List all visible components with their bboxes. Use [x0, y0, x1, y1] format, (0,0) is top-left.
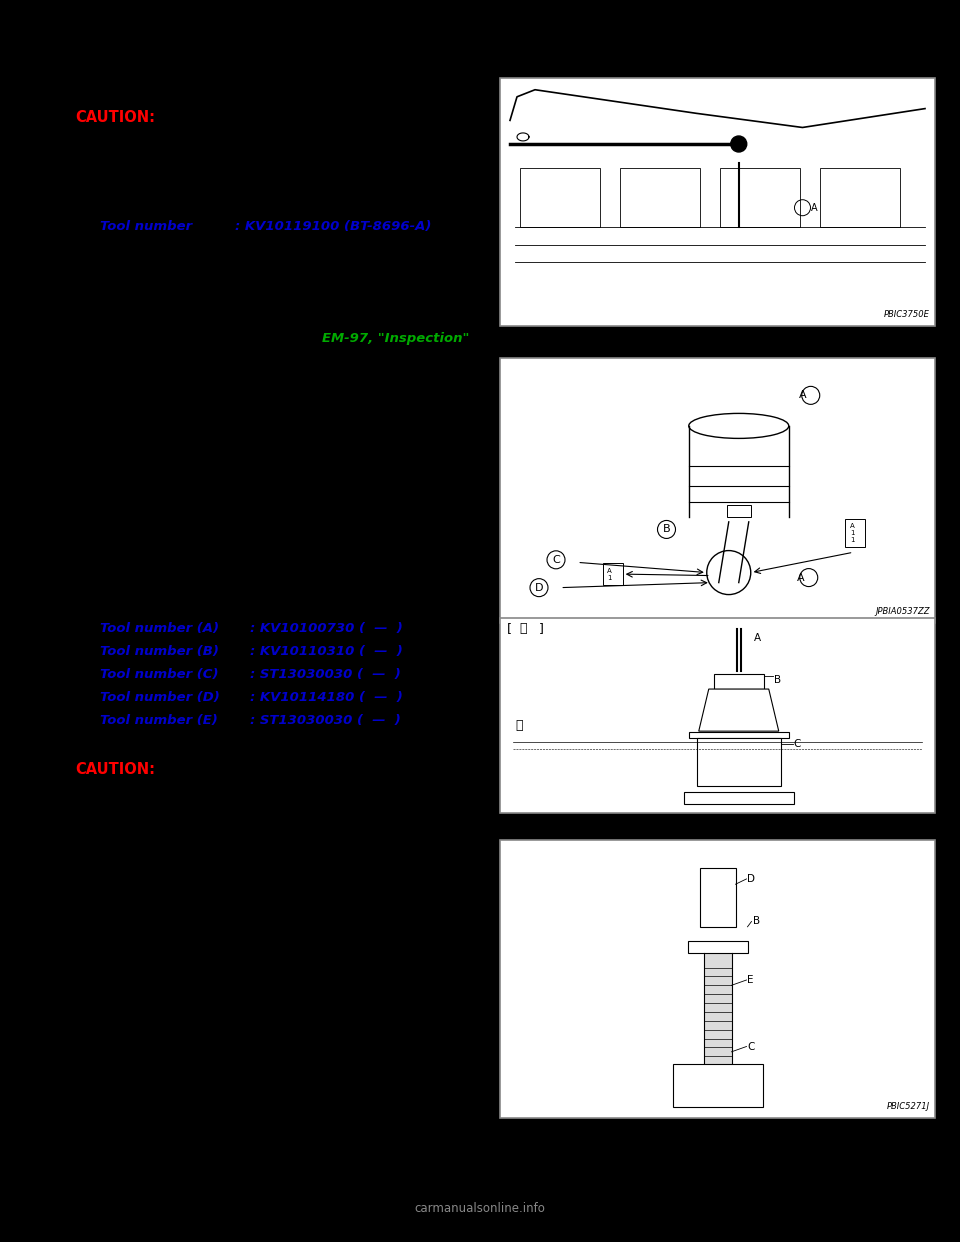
- Text: Tool number (B): Tool number (B): [100, 645, 219, 658]
- Text: : KV10100730 (  —  ): : KV10100730 ( — ): [250, 622, 403, 635]
- Text: Tool number: Tool number: [100, 220, 192, 233]
- Bar: [500, 619, 935, 814]
- Text: B: B: [753, 917, 759, 927]
- Text: ]: ]: [535, 622, 544, 635]
- Bar: [697, 739, 780, 786]
- Text: Ⓕ: Ⓕ: [519, 622, 526, 635]
- Text: A: A: [799, 390, 806, 400]
- Text: A: A: [754, 633, 761, 643]
- Text: Tool number (A): Tool number (A): [100, 622, 219, 635]
- Text: [: [: [507, 622, 516, 635]
- Bar: [673, 1064, 762, 1107]
- Text: D: D: [748, 874, 756, 884]
- Bar: [603, 563, 623, 585]
- Bar: [727, 504, 751, 517]
- Text: carmanualsonline.info: carmanualsonline.info: [415, 1202, 545, 1215]
- Text: Tool number (E): Tool number (E): [100, 714, 218, 727]
- Text: : ST13030030 (  —  ): : ST13030030 ( — ): [250, 668, 400, 681]
- Text: A: A: [797, 573, 804, 582]
- Text: B: B: [662, 524, 670, 534]
- Text: B: B: [774, 674, 780, 684]
- Text: Ⓕ: Ⓕ: [515, 719, 522, 732]
- Bar: [713, 674, 764, 689]
- Text: A
1
1: A 1 1: [850, 523, 854, 543]
- Text: D: D: [535, 582, 543, 592]
- Text: PBIC3750E: PBIC3750E: [884, 310, 930, 319]
- Text: : ST13030030 (  —  ): : ST13030030 ( — ): [250, 714, 400, 727]
- Bar: [500, 840, 935, 1118]
- Bar: [687, 941, 748, 954]
- Text: : KV10110310 (  —  ): : KV10110310 ( — ): [250, 645, 403, 658]
- Text: PBIC5271J: PBIC5271J: [887, 1102, 930, 1112]
- Text: C: C: [794, 739, 802, 749]
- Text: Tool number (C): Tool number (C): [100, 668, 219, 681]
- Text: Tool number (D): Tool number (D): [100, 691, 220, 704]
- Bar: [820, 168, 900, 226]
- Bar: [688, 733, 789, 739]
- Text: : KV10114180 (  —  ): : KV10114180 ( — ): [250, 691, 403, 704]
- Text: CAUTION:: CAUTION:: [75, 111, 155, 125]
- Text: CAUTION:: CAUTION:: [75, 763, 155, 777]
- Bar: [620, 168, 700, 226]
- Text: JPBIA0537ZZ: JPBIA0537ZZ: [876, 607, 930, 616]
- Text: E: E: [748, 975, 754, 985]
- Bar: [700, 868, 735, 927]
- Text: C: C: [748, 1042, 755, 1052]
- Text: EM-97, "Inspection": EM-97, "Inspection": [322, 332, 469, 345]
- Bar: [684, 792, 794, 804]
- Text: C: C: [552, 555, 560, 565]
- Bar: [720, 168, 800, 226]
- Bar: [500, 358, 935, 623]
- Circle shape: [731, 137, 747, 152]
- Bar: [704, 954, 732, 1066]
- Text: A: A: [811, 202, 818, 212]
- Bar: [520, 168, 600, 226]
- Bar: [845, 519, 865, 548]
- Text: : KV10119100 (BT-8696-A): : KV10119100 (BT-8696-A): [235, 220, 431, 233]
- Bar: [500, 78, 935, 325]
- Polygon shape: [699, 689, 779, 732]
- Text: A
1: A 1: [608, 568, 612, 580]
